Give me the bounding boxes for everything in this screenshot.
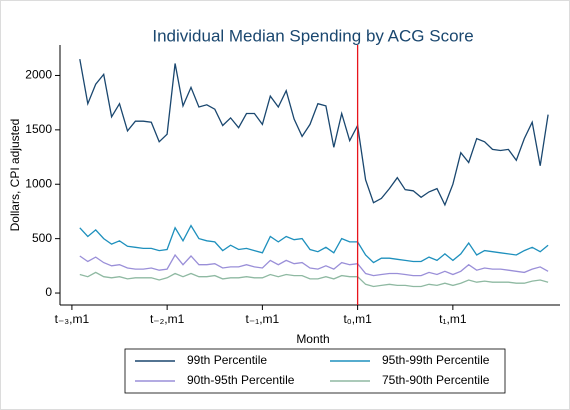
legend-box	[124, 348, 506, 394]
y-tick-label: 2000	[25, 68, 52, 82]
series-line	[79, 224, 549, 264]
x-axis-label: Month	[296, 332, 329, 346]
x-tick-label: t₀,m1	[343, 312, 372, 326]
y-tick-label: 0	[45, 285, 52, 299]
legend-label: 75th-90th Percentile	[382, 373, 490, 387]
x-tick-label: t₋₃,m1	[55, 312, 90, 326]
legend-label: 99th Percentile	[187, 353, 267, 367]
x-tick-label: t₁,m1	[439, 312, 467, 326]
series-line	[79, 253, 549, 277]
x-tick-label: t₋₁,m1	[246, 312, 280, 326]
y-tick-label: 1000	[25, 176, 52, 190]
x-tick-label: t₋₂,m1	[150, 312, 185, 326]
y-tick-label: 500	[32, 231, 52, 245]
y-tick-label: 1500	[25, 122, 52, 136]
legend-label: 95th-99th Percentile	[382, 353, 490, 367]
chart-title: Individual Median Spending by ACG Score	[152, 26, 473, 45]
legend-label: 90th-95th Percentile	[187, 373, 295, 387]
y-axis-label: Dollars, CPI adjusted	[8, 119, 22, 232]
series-line	[79, 271, 549, 288]
series-line	[79, 58, 549, 207]
